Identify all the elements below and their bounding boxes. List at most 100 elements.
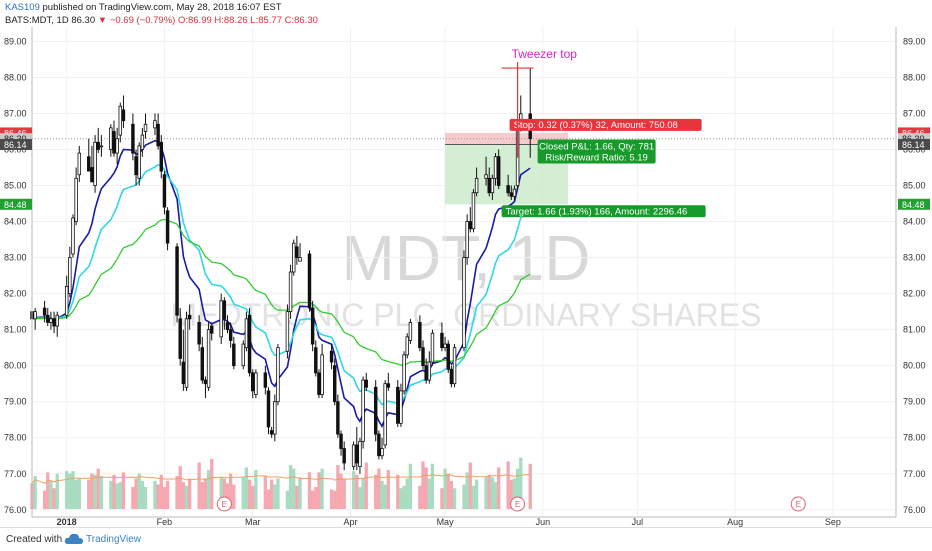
candle-body: [487, 177, 491, 194]
volume-bar: [109, 480, 113, 509]
volume-bar: [55, 473, 59, 509]
candle-body: [219, 300, 223, 338]
y-tick-label-left: 88.00: [4, 72, 27, 82]
volume-bar: [288, 465, 293, 509]
volume-bar: [137, 473, 141, 509]
candle-body: [187, 314, 192, 320]
y-tick-label-right: 76.00: [903, 505, 926, 515]
price-tag-right: [898, 127, 930, 139]
publish-info: published on TradingView.com, May 28, 20…: [39, 2, 282, 13]
candle-body: [68, 257, 72, 295]
volume-bar: [497, 467, 501, 509]
volume-bar: [74, 479, 78, 509]
candle-body: [71, 217, 75, 255]
candle-body: [490, 177, 495, 194]
price-tag-right: [898, 138, 930, 150]
price-tag-left-text: 84.48: [4, 200, 27, 210]
author-link[interactable]: KAS109: [5, 2, 40, 13]
volume-bar: [181, 482, 186, 509]
x-tick-label: Aug: [727, 517, 743, 527]
volume-bar: [143, 487, 148, 509]
candle-body: [228, 329, 233, 341]
candle-body: [383, 383, 387, 446]
volume-bar: [402, 485, 406, 509]
volume-bar: [310, 490, 315, 509]
tweezer-annotation[interactable]: Tweezer top: [512, 47, 578, 61]
volume-bar: [474, 479, 479, 509]
volume-bar: [307, 472, 312, 509]
volume-bar: [222, 478, 227, 509]
y-tick-label-right: 84.00: [903, 217, 926, 227]
y-tick-label-left: 76.00: [4, 505, 27, 515]
candle-body: [307, 253, 312, 309]
candle-body: [440, 332, 444, 349]
volume-bar: [42, 490, 47, 509]
volume-bar: [121, 472, 126, 509]
volume-bar: [156, 484, 160, 509]
volume-bar: [251, 485, 255, 509]
candle-body: [247, 314, 252, 374]
y-tick-label-right: 88.00: [903, 72, 926, 82]
volume-bar: [386, 469, 390, 509]
volume-bar: [65, 471, 69, 509]
volume-bar: [276, 478, 280, 509]
volume-bar: [285, 490, 290, 509]
volume-bar: [188, 478, 192, 509]
candle-body: [430, 332, 435, 363]
stop-label[interactable]: Stop: 0.32 (0.37%) 32, Amount: 750.08: [509, 118, 702, 131]
candle-body: [446, 343, 450, 370]
candle-body: [484, 174, 488, 179]
volume-average-line: [31, 473, 531, 484]
candle-body: [96, 141, 100, 150]
volume-bar: [509, 479, 513, 509]
volume-bar: [408, 463, 413, 509]
volume-bar: [269, 479, 274, 509]
candle-body: [408, 322, 413, 341]
volume-bar: [443, 468, 447, 509]
y-tick-label-left: 79.00: [4, 397, 27, 407]
volume-bar: [206, 469, 211, 509]
tradingview-cloud-icon: [64, 533, 83, 544]
volume-bar: [493, 482, 498, 509]
y-tick-label-left: 87.00: [4, 108, 27, 118]
volume-bar: [446, 473, 450, 509]
candle-body: [55, 314, 59, 327]
candle-body: [314, 347, 318, 374]
time-axis[interactable]: 2018 Feb Mar Apr May Jun Jul Aug Sep E E E: [32, 496, 896, 527]
tradingview-brand[interactable]: TradingView: [86, 534, 142, 545]
volume-bar: [266, 489, 271, 509]
candle-body: [332, 365, 337, 403]
volume-bar: [396, 474, 400, 509]
volume-bar: [361, 478, 365, 509]
target-label[interactable]: Target: 1.66 (1.93%) 166, Amount: 2296.4…: [501, 205, 706, 218]
volume-bar: [462, 484, 466, 509]
price-axes[interactable]: 76.00 76.00 77.00 77.00 78.00 78.00 79.00 79.00…: [0, 27, 930, 517]
y-tick-label-left: 81.00: [4, 325, 27, 335]
volume-bar: [405, 478, 409, 509]
candle-body: [143, 123, 148, 132]
earnings-marker-icon: [510, 496, 526, 512]
stop-label-box: [509, 118, 702, 131]
symbol-label: BATS:MDT, 1D: [5, 15, 69, 26]
candle-body: [90, 167, 94, 183]
volume-bar: [358, 487, 362, 509]
volume-bar: [131, 487, 135, 509]
volume-bar: [333, 490, 337, 509]
candle-body: [115, 138, 119, 154]
y-tick-label-left: 77.00: [4, 469, 27, 479]
pnl-label[interactable]: Closed P&L: 1.66, Qty: 781 Risk/Reward R…: [537, 139, 656, 164]
volume-bar: [197, 462, 201, 509]
volume-bar: [342, 478, 346, 509]
candle-body: [355, 444, 359, 464]
price-tag-left: [0, 198, 32, 210]
volume-bar: [162, 487, 167, 509]
candle-body: [377, 433, 381, 457]
candle-body: [266, 390, 271, 428]
candle-body: [443, 343, 447, 349]
price-tag-right-text: 84.48: [902, 200, 925, 210]
volume-bar: [430, 463, 435, 509]
candle-body: [33, 311, 37, 320]
candle-body: [424, 365, 428, 381]
price-chart[interactable]: MDT, 1D MEDTRONIC PLC. ORDINARY SHARES T…: [0, 0, 932, 527]
candle-body: [156, 123, 160, 147]
